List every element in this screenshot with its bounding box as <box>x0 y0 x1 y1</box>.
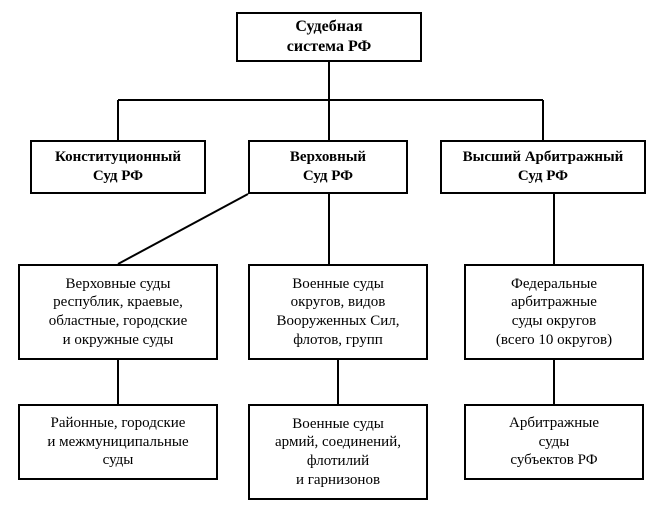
node-arbitration-district: Федеральные арбитражные суды округов (вс… <box>464 264 644 360</box>
node-text: республик, краевые, <box>53 293 183 312</box>
node-text: и окружные суды <box>63 331 174 350</box>
node-text: Суд РФ <box>518 167 568 186</box>
node-text: Конституционный <box>55 148 181 167</box>
node-text: Вооруженных Сил, <box>276 312 399 331</box>
node-text: (всего 10 округов) <box>496 331 612 350</box>
node-text: Арбитражные <box>509 414 599 433</box>
node-text: и гарнизонов <box>296 471 380 490</box>
node-text: Районные, городские <box>51 414 186 433</box>
node-text: арбитражные <box>511 293 597 312</box>
node-text: суды округов <box>512 312 596 331</box>
node-text: Военные суды <box>292 415 384 434</box>
node-arbitration-subjects: Арбитражные суды субъектов РФ <box>464 404 644 480</box>
node-text: Верховные суды <box>66 275 171 294</box>
node-military-army: Военные суды армий, соединений, флотилий… <box>248 404 428 500</box>
node-text: округов, видов <box>291 293 386 312</box>
node-supreme-regional: Верховные суды республик, краевые, облас… <box>18 264 218 360</box>
node-text: флотилий <box>307 452 369 471</box>
node-text: Суд РФ <box>303 167 353 186</box>
node-text: флотов, групп <box>293 331 383 350</box>
node-text: суды <box>539 433 570 452</box>
diagram-canvas: Судебная система РФ Конституционный Суд … <box>0 0 669 522</box>
node-military-district: Военные суды округов, видов Вооруженных … <box>248 264 428 360</box>
node-text: Судебная <box>295 17 362 37</box>
node-constitutional-court: Конституционный Суд РФ <box>30 140 206 194</box>
node-text: Федеральные <box>511 275 597 294</box>
node-high-arbitration-court: Высший Арбитражный Суд РФ <box>440 140 646 194</box>
node-supreme-court: Верховный Суд РФ <box>248 140 408 194</box>
node-text: субъектов РФ <box>510 451 597 470</box>
node-text: Военные суды <box>292 275 384 294</box>
node-text: армий, соединений, <box>275 433 401 452</box>
node-text: Верховный <box>290 148 366 167</box>
node-text: и межмуниципальные <box>47 433 188 452</box>
node-root: Судебная система РФ <box>236 12 422 62</box>
node-district-city: Районные, городские и межмуниципальные с… <box>18 404 218 480</box>
node-text: Высший Арбитражный <box>463 148 624 167</box>
node-text: система РФ <box>287 37 371 57</box>
node-text: областные, городские <box>49 312 188 331</box>
node-text: Суд РФ <box>93 167 143 186</box>
node-text: суды <box>103 451 134 470</box>
